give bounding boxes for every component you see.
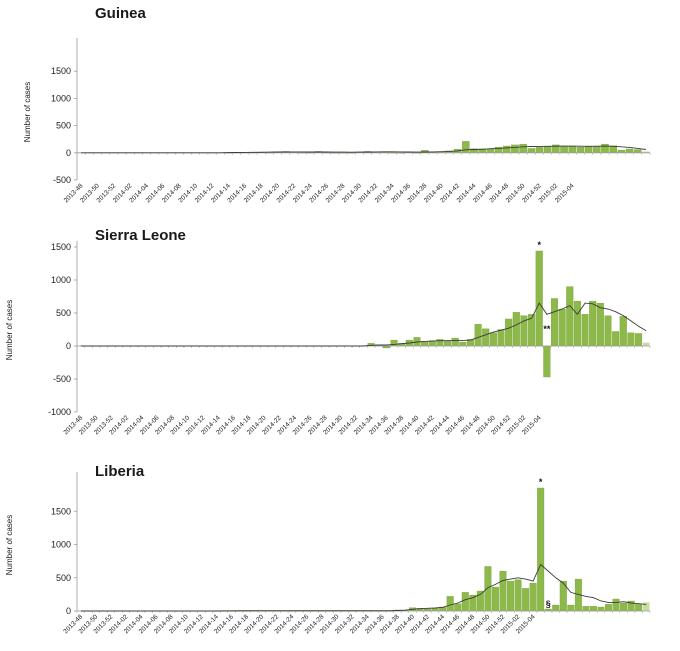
bar — [489, 332, 497, 347]
bar — [612, 331, 620, 347]
y-tick-label: 1500 — [51, 242, 71, 252]
trend-line — [80, 563, 647, 612]
bar — [605, 604, 613, 612]
y-tick-label: 0 — [66, 148, 71, 158]
annotation-mark: * — [537, 240, 541, 250]
bar — [642, 151, 650, 153]
y-tick-label: 500 — [56, 308, 71, 318]
bar — [507, 580, 514, 612]
annotation-mark: § — [546, 599, 551, 609]
y-axis-label: Number of cases — [5, 300, 14, 360]
bar — [454, 603, 462, 612]
bar — [491, 586, 499, 612]
trend-line — [80, 302, 647, 347]
panel-sierra-leone: Sierra Leone -1000 -500 0 500 1000 1500 Number… — [5, 227, 651, 436]
bar — [535, 147, 544, 153]
bar — [461, 592, 469, 612]
bar — [482, 328, 490, 347]
bar — [627, 332, 635, 347]
y-tick-label: 1000 — [51, 540, 71, 550]
bar — [543, 345, 551, 378]
y-tick-label: -1000 — [48, 407, 71, 417]
bar — [529, 582, 537, 612]
bar — [514, 579, 522, 612]
bar — [537, 487, 545, 612]
bar — [502, 145, 511, 153]
bar — [589, 300, 597, 347]
y-tick-label: -500 — [53, 374, 71, 384]
annotation-mark: ** — [543, 324, 551, 334]
bar — [566, 286, 574, 347]
y-tick-label: 1500 — [51, 66, 71, 76]
bar — [474, 324, 482, 347]
bar — [635, 604, 643, 612]
y-tick-label: 500 — [56, 121, 71, 131]
bar — [582, 606, 590, 612]
bar — [625, 148, 634, 153]
y-tick-label: 0 — [66, 606, 71, 616]
bar — [601, 143, 609, 153]
bar — [619, 316, 627, 347]
bar — [484, 566, 492, 612]
bar — [519, 143, 527, 153]
bar — [550, 298, 559, 347]
y-tick-label: 1000 — [51, 275, 71, 285]
y-tick-label: 1000 — [51, 93, 71, 103]
bar — [568, 146, 576, 153]
y-axis-label: Number of cases — [23, 82, 32, 142]
bar — [584, 146, 593, 153]
bar — [576, 146, 585, 153]
bar — [451, 337, 459, 347]
bar — [593, 146, 601, 153]
bar — [446, 596, 454, 612]
y-tick-label: 0 — [66, 341, 71, 351]
y-tick-label: 500 — [56, 573, 71, 583]
bar — [642, 602, 650, 611]
annotation-mark: * — [539, 477, 543, 487]
bar — [633, 149, 642, 153]
bar — [390, 339, 398, 347]
bar — [459, 341, 467, 347]
bar — [543, 146, 552, 153]
bar — [597, 606, 605, 612]
panel-title: Guinea — [95, 5, 147, 22]
bar — [612, 598, 620, 612]
bar — [497, 329, 505, 347]
bar — [522, 588, 530, 612]
bar — [527, 148, 536, 153]
bar — [589, 606, 597, 612]
panel-title: Liberia — [95, 463, 145, 480]
bar — [462, 141, 470, 153]
bar — [444, 340, 452, 347]
bar — [535, 250, 543, 347]
panel-title: Sierra Leone — [95, 227, 186, 244]
bar — [573, 300, 581, 347]
bar — [617, 149, 626, 153]
bar — [558, 308, 566, 347]
bar — [581, 314, 589, 347]
bar — [421, 341, 429, 347]
bar — [505, 318, 513, 347]
bar — [604, 315, 612, 347]
bar — [642, 342, 650, 346]
bar — [567, 604, 575, 612]
bar — [560, 145, 568, 153]
trend-line — [81, 145, 646, 154]
bar — [552, 604, 560, 612]
bar — [511, 144, 519, 153]
y-axis-label: Number of cases — [5, 515, 14, 575]
bar — [620, 602, 628, 612]
y-tick-label: 1500 — [51, 506, 71, 516]
y-tick-label: -500 — [53, 175, 71, 185]
bar — [499, 570, 507, 612]
bar — [635, 333, 643, 347]
bar — [596, 302, 604, 347]
bar — [512, 312, 520, 347]
